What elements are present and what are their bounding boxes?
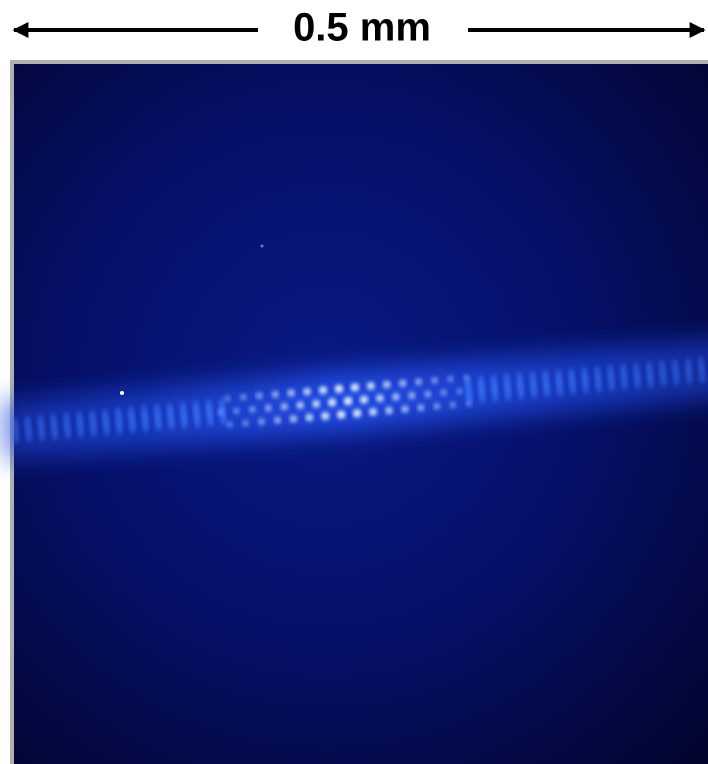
figure: 0.5 mm bbox=[0, 0, 708, 764]
speck bbox=[120, 391, 124, 395]
page: 0.5 mm bbox=[0, 0, 708, 764]
scale-label: 0.5 mm bbox=[293, 6, 431, 50]
speck bbox=[261, 245, 264, 248]
